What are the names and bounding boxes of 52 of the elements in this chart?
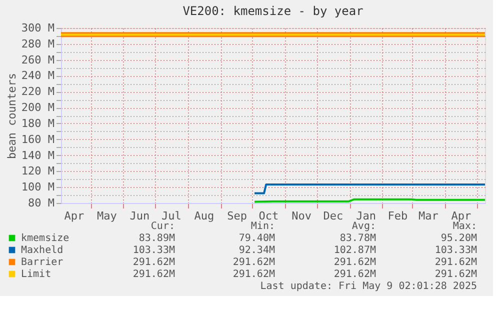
x-tick-label: May bbox=[97, 210, 118, 222]
y-tick-label: 220 M bbox=[21, 85, 55, 98]
x-tick-label: Nov bbox=[292, 210, 312, 222]
legend-label: Limit bbox=[21, 269, 52, 280]
x-tick-label: Sep bbox=[227, 210, 247, 222]
x-tick-label: Jul bbox=[162, 210, 182, 222]
text: 83.89M bbox=[138, 233, 175, 244]
y-tick-label: 200 M bbox=[21, 101, 55, 114]
text: Cur: bbox=[150, 221, 175, 232]
chart-title: VE200: kmemsize - by year bbox=[182, 4, 364, 18]
x-tick-label: Jan bbox=[356, 210, 376, 222]
text: 79.40M bbox=[238, 233, 275, 244]
x-tick-label: Aug bbox=[194, 210, 214, 222]
x-tick-label: Apr bbox=[64, 210, 84, 222]
legend-label: kmemsize bbox=[21, 233, 70, 244]
y-tick-label: 240 M bbox=[21, 69, 55, 82]
x-tick-label: Jun bbox=[130, 210, 150, 222]
text: 92.34M bbox=[238, 245, 275, 256]
text: 291.62M bbox=[334, 269, 376, 280]
text: 95.20M bbox=[440, 233, 477, 244]
text: Avg: bbox=[352, 221, 376, 232]
legend-label: Maxheld bbox=[21, 245, 64, 256]
y-tick-label: 300 M bbox=[21, 22, 55, 34]
x-tick-label: Oct bbox=[258, 210, 279, 222]
x-tick-label: Mar bbox=[418, 210, 439, 222]
text: Min: bbox=[250, 221, 275, 232]
y-tick-label: 280 M bbox=[21, 37, 55, 50]
x-tick-label: Apr bbox=[451, 210, 472, 222]
y-tick-label: 100 M bbox=[21, 180, 55, 194]
text: 291.62M bbox=[232, 269, 275, 280]
y-tick-label: 120 M bbox=[21, 164, 55, 178]
y-tick-label: 260 M bbox=[21, 53, 55, 66]
x-tick-label: Dec bbox=[323, 210, 344, 222]
legend-label: Barrier bbox=[21, 257, 64, 268]
text: 103.33M bbox=[434, 245, 477, 256]
text: 102.87M bbox=[334, 245, 376, 256]
text: Last update: Fri May 9 02:01:28 2025 bbox=[260, 281, 477, 292]
y-tick-label: 160 M bbox=[21, 132, 55, 146]
y-tick-label: 180 M bbox=[21, 116, 55, 130]
text: 291.62M bbox=[132, 257, 175, 268]
text: 103.33M bbox=[132, 245, 175, 256]
text: 291.62M bbox=[132, 269, 175, 280]
text: Max: bbox=[452, 221, 477, 232]
text: 291.62M bbox=[232, 257, 275, 268]
text: 83.78M bbox=[340, 233, 376, 244]
text: 291.62M bbox=[434, 257, 477, 268]
y-tick-label: 80 M bbox=[28, 196, 55, 210]
y-axis-title: bean counters bbox=[5, 72, 18, 160]
text: 291.62M bbox=[434, 269, 477, 280]
x-tick-label: Feb bbox=[388, 210, 408, 222]
text: 291.62M bbox=[334, 257, 376, 268]
y-tick-label: 140 M bbox=[21, 148, 55, 162]
